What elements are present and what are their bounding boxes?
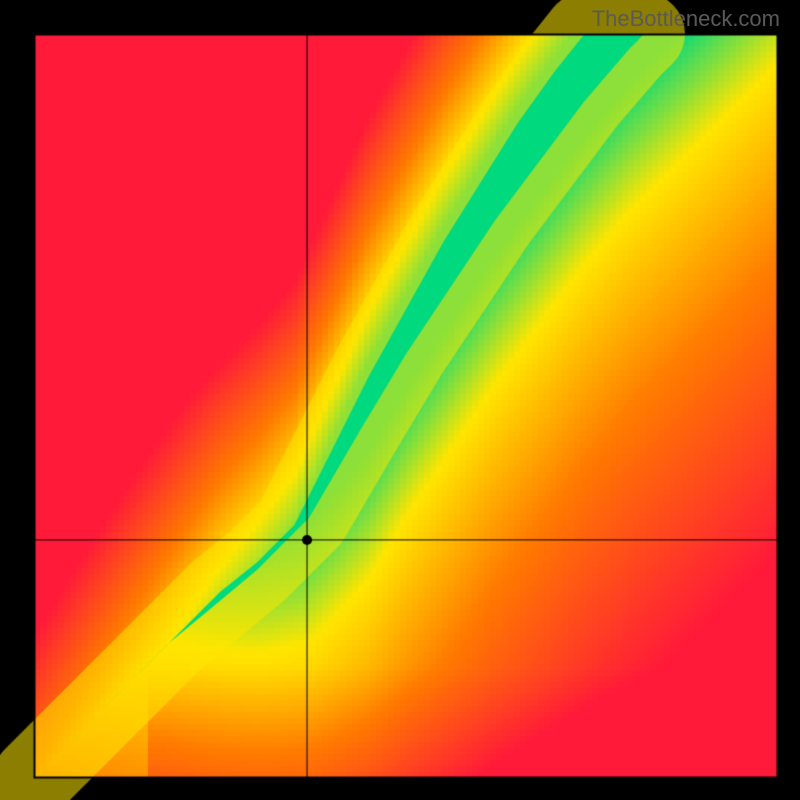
- bottleneck-heatmap: [0, 0, 800, 800]
- watermark-text: TheBottleneck.com: [592, 6, 780, 32]
- chart-container: TheBottleneck.com: [0, 0, 800, 800]
